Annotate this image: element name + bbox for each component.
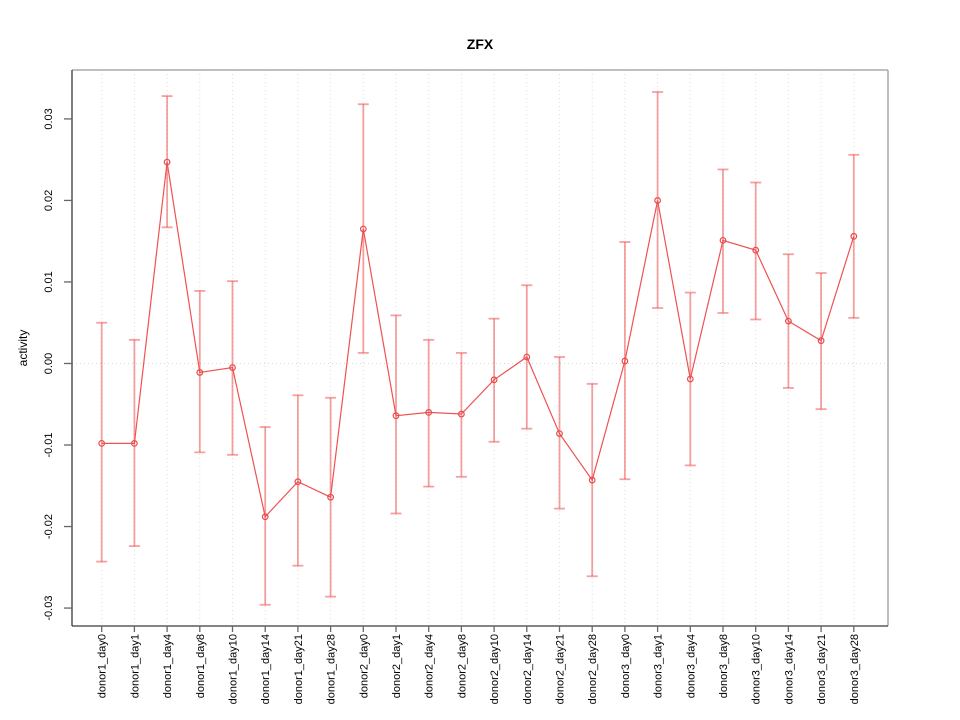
data-point (163, 158, 171, 166)
y-tick-label: 0.03 (43, 108, 55, 129)
x-tick-label: donor2_day8 (456, 634, 468, 698)
x-tick-label: donor3_day4 (685, 634, 697, 698)
data-point (458, 410, 465, 418)
y-tick-label: -0.01 (43, 432, 55, 457)
axes-layer: 0.03 0.02 0.01 0.00 -0.01 -0.02 -0.03 donor1_da… (43, 69, 889, 704)
data-point (425, 409, 433, 416)
data-point (359, 225, 367, 233)
data-point (654, 197, 661, 204)
x-tick-label: donor1_day28 (326, 634, 338, 704)
x-tick-label: donor2_day21 (555, 634, 567, 704)
x-tick-label: donor3_day21 (816, 634, 828, 704)
grid-layer (72, 70, 888, 626)
x-tick-label: donor1_day1 (129, 634, 141, 698)
x-tick-label: donor2_day28 (587, 634, 599, 704)
data-point (229, 364, 236, 371)
data-point (588, 476, 596, 484)
y-tick-label: 0.00 (43, 353, 55, 374)
x-tick-label: donor1_day14 (260, 634, 272, 704)
x-tick-label: donor1_day10 (228, 634, 240, 704)
data-point (98, 439, 106, 447)
x-tick-label: donor3_day10 (751, 634, 763, 704)
x-tick-label: donor1_day8 (195, 634, 207, 698)
data-point (686, 375, 694, 383)
x-tick-label: donor2_day1 (391, 634, 403, 698)
data-point (130, 439, 138, 447)
data-point (392, 412, 400, 420)
data-point (817, 337, 825, 345)
data-point (523, 353, 531, 361)
x-tick-label: donor2_day14 (522, 634, 534, 704)
data-point (490, 376, 498, 384)
data-point (752, 246, 760, 254)
series-line (101, 162, 855, 519)
data-point (196, 369, 204, 376)
x-tick-label: donor3_day28 (849, 634, 861, 704)
chart-title: ZFX (467, 36, 494, 52)
data-point (785, 317, 792, 325)
y-tick-label: 0.02 (43, 190, 55, 211)
data-point (327, 493, 335, 501)
x-tick-label: donor3_day14 (783, 634, 795, 704)
x-tick-label: donor1_day0 (97, 634, 109, 698)
x-tick-label: donor3_day8 (718, 634, 730, 698)
x-tick-label: donor1_day4 (162, 634, 174, 698)
x-tick-label: donor2_day4 (424, 634, 436, 698)
x-tick-label: donor3_day0 (620, 634, 632, 698)
x-tick-label: donor3_day1 (653, 634, 665, 698)
y-tick-label: -0.02 (43, 514, 55, 539)
data-point (719, 236, 727, 244)
data-point (294, 478, 302, 486)
y-tick-label: 0.01 (43, 271, 55, 292)
x-tick-label: donor2_day0 (358, 634, 370, 698)
x-tick-label: donor2_day10 (489, 634, 501, 704)
x-tick-label: donor1_day21 (293, 634, 305, 704)
y-tick-label: -0.03 (43, 596, 55, 621)
data-layer (96, 91, 860, 606)
data-point (850, 232, 858, 240)
data-point (621, 357, 629, 365)
y-axis-label: activity (16, 330, 30, 367)
data-point (556, 430, 563, 438)
data-point (261, 513, 269, 521)
